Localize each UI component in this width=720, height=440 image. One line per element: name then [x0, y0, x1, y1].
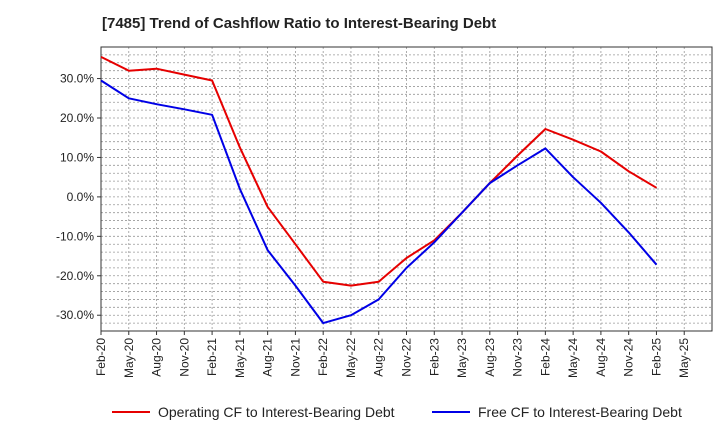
- legend-item-free-cf: Free CF to Interest-Bearing Debt: [432, 404, 682, 420]
- y-tick-label: -10.0%: [56, 229, 94, 243]
- x-tick-label: May-21: [233, 338, 247, 378]
- x-tick-label: May-20: [122, 338, 136, 378]
- legend-swatch-operating-cf: [112, 411, 150, 413]
- x-tick-label: Feb-20: [94, 338, 108, 376]
- x-tick-label: May-22: [344, 338, 358, 378]
- x-tick-label: Aug-24: [594, 338, 608, 377]
- x-tick-label: May-24: [566, 338, 580, 378]
- chart-title: [7485] Trend of Cashflow Ratio to Intere…: [102, 15, 497, 32]
- legend: Operating CF to Interest-Bearing Debt Fr…: [0, 404, 720, 426]
- x-tick-label: Nov-24: [622, 338, 636, 377]
- y-tick-label: -20.0%: [56, 269, 94, 283]
- x-tick-label: Aug-22: [372, 338, 386, 377]
- legend-swatch-free-cf: [432, 411, 470, 413]
- y-tick-label: 30.0%: [60, 72, 94, 86]
- x-tick-label: May-23: [455, 338, 469, 378]
- legend-label-operating-cf: Operating CF to Interest-Bearing Debt: [158, 404, 395, 420]
- series-line-free-cf: [100, 79, 658, 325]
- x-tick-label: Nov-21: [288, 338, 302, 377]
- grid: [101, 47, 712, 331]
- x-tick-label: Feb-22: [316, 338, 330, 376]
- legend-label-free-cf: Free CF to Interest-Bearing Debt: [478, 404, 682, 420]
- x-tick-label: May-25: [677, 338, 691, 378]
- x-tick-label: Aug-20: [150, 338, 164, 377]
- x-tick-label: Nov-22: [400, 338, 414, 377]
- y-tick-label: 10.0%: [60, 150, 94, 164]
- series-lines: [100, 56, 658, 325]
- x-axis-ticks: Feb-20 May-20 Aug-20 Nov-20 Feb-21 May-21 Aug-…: [94, 331, 691, 378]
- x-tick-label: Nov-23: [511, 338, 525, 377]
- x-tick-label: Feb-24: [538, 338, 552, 376]
- x-tick-label: Nov-20: [177, 338, 191, 377]
- x-tick-label: Feb-21: [205, 338, 219, 376]
- x-tick-label: Aug-23: [483, 338, 497, 377]
- y-axis-ticks: 30.0% 20.0% 10.0% 0.0% -10.0% -20.0% -30.0%: [56, 72, 101, 322]
- y-tick-label: -30.0%: [56, 308, 94, 322]
- x-tick-label: Feb-23: [427, 338, 441, 376]
- x-tick-label: Aug-21: [261, 338, 275, 377]
- x-tick-label: Feb-25: [649, 338, 663, 376]
- y-tick-label: 0.0%: [67, 190, 95, 204]
- series-line-operating-cf: [100, 56, 658, 287]
- y-tick-label: 20.0%: [60, 111, 94, 125]
- legend-item-operating-cf: Operating CF to Interest-Bearing Debt: [112, 404, 395, 420]
